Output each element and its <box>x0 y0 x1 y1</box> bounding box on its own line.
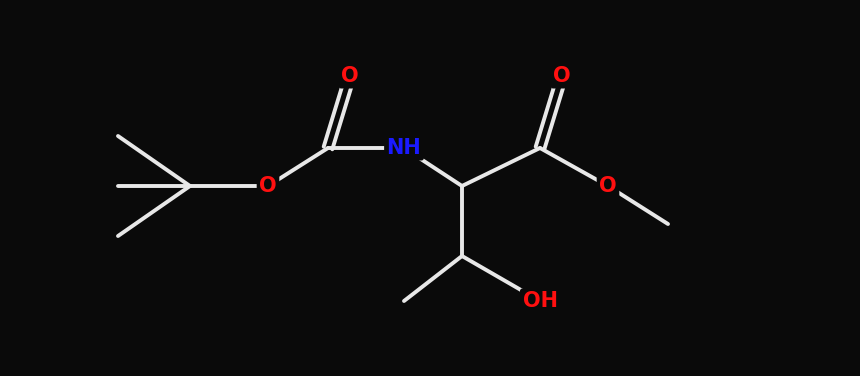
Text: O: O <box>599 176 617 196</box>
Text: O: O <box>553 66 571 86</box>
Text: O: O <box>259 176 277 196</box>
Text: OH: OH <box>523 291 557 311</box>
Text: NH: NH <box>387 138 421 158</box>
Text: O: O <box>341 66 359 86</box>
